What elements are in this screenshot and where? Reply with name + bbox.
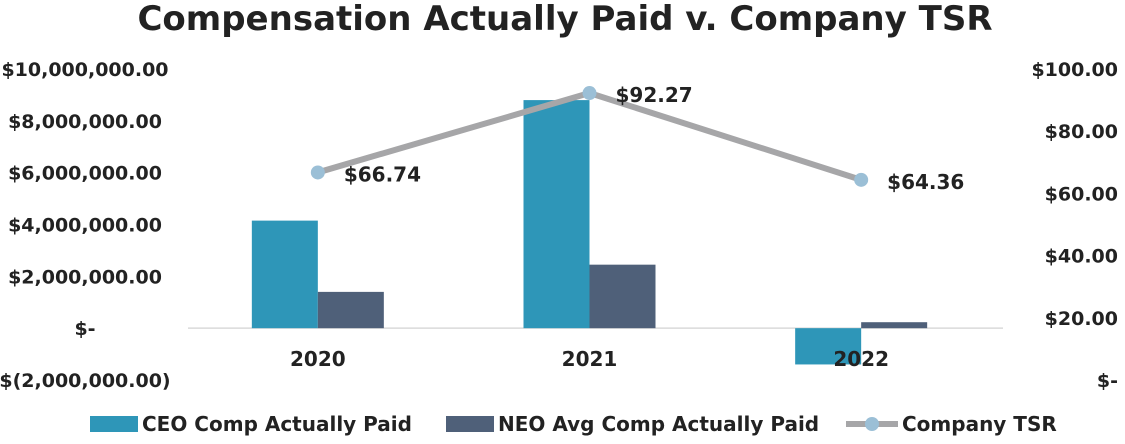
chart-title: Compensation Actually Paid v. Company TS…	[137, 0, 992, 39]
category-label-2021: 2021	[562, 347, 618, 371]
left-tick-label: $2,000,000.00	[8, 266, 162, 288]
legend-swatch-neo-avg-comp-actually-paid	[446, 416, 494, 432]
bar-neo-avg-comp-actually-paid-2020	[317, 291, 384, 329]
tsr-data-label-2022: $64.36	[887, 170, 964, 194]
right-axis: $100.00 $80.00 $60.00 $40.00 $20.00 $-	[1031, 59, 1118, 392]
left-tick-label: $-	[74, 318, 95, 340]
legend-label-company-tsr: Company TSR	[902, 412, 1057, 436]
left-tick-label: $6,000,000.00	[8, 163, 162, 185]
left-tick-label: $8,000,000.00	[8, 111, 162, 133]
bars	[251, 100, 928, 365]
tsr-point-2022	[854, 172, 869, 187]
tsr-point-2021	[582, 86, 597, 101]
bar-neo-avg-comp-actually-paid-2022	[861, 322, 928, 329]
left-axis: $10,000,000.00 $8,000,000.00 $6,000,000.00…	[0, 59, 171, 392]
left-tick-label: $(2,000,000.00)	[0, 370, 171, 392]
bar-neo-avg-comp-actually-paid-2021	[589, 264, 656, 329]
right-tick-label: $-	[1097, 370, 1118, 392]
right-tick-label: $60.00	[1045, 183, 1118, 205]
right-tick-label: $80.00	[1045, 121, 1118, 143]
category-label-2022: 2022	[833, 347, 889, 371]
bar-ceo-comp-actually-paid-2022	[795, 328, 862, 365]
legend-swatch-ceo-comp-actually-paid	[90, 416, 138, 432]
left-tick-label: $10,000,000.00	[1, 59, 168, 81]
right-tick-label: $100.00	[1031, 59, 1118, 81]
tsr-line-series: $66.74 $92.27 $64.36	[310, 83, 964, 194]
bar-ceo-comp-actually-paid-2020	[251, 220, 318, 329]
tsr-data-label-2020: $66.74	[344, 162, 421, 186]
bar-ceo-comp-actually-paid-2021	[523, 100, 590, 329]
category-axis: 2020 2021 2022	[290, 347, 889, 371]
right-tick-label: $40.00	[1045, 246, 1118, 268]
left-tick-label: $4,000,000.00	[8, 215, 162, 237]
legend-marker-company-tsr	[865, 417, 879, 431]
category-label-2020: 2020	[290, 347, 346, 371]
legend: CEO Comp Actually Paid NEO Avg Comp Actua…	[90, 412, 1057, 436]
legend-label-ceo-comp-actually-paid: CEO Comp Actually Paid	[142, 412, 412, 436]
legend-label-neo-avg-comp-actually-paid: NEO Avg Comp Actually Paid	[498, 412, 819, 436]
tsr-data-label-2021: $92.27	[616, 83, 693, 107]
right-tick-label: $20.00	[1045, 308, 1118, 330]
tsr-point-2020	[310, 165, 325, 180]
